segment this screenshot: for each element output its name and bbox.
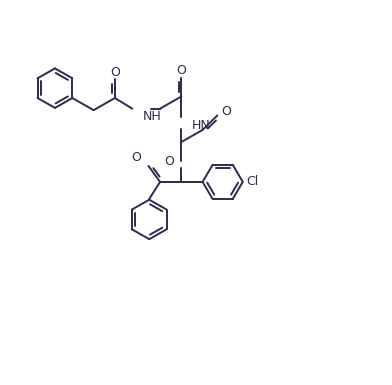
Text: O: O (176, 64, 186, 77)
Text: O: O (132, 151, 142, 164)
Text: O: O (221, 105, 231, 118)
Text: HN: HN (192, 119, 211, 132)
Text: O: O (110, 66, 120, 79)
Text: NH: NH (142, 110, 161, 123)
Text: O: O (165, 154, 174, 167)
Text: Cl: Cl (247, 176, 259, 188)
